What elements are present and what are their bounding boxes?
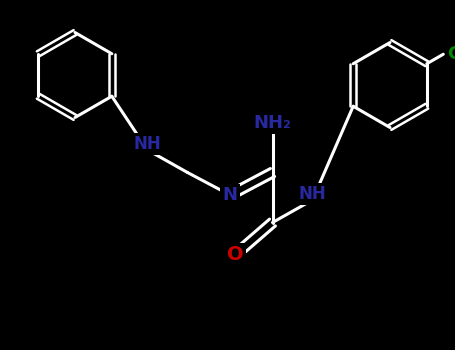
Text: NH₂: NH₂ bbox=[253, 113, 292, 132]
Text: N: N bbox=[222, 186, 238, 204]
Text: NH: NH bbox=[298, 185, 326, 203]
Text: NH: NH bbox=[134, 135, 162, 153]
Text: Cl: Cl bbox=[448, 45, 455, 63]
Text: O: O bbox=[227, 245, 243, 265]
